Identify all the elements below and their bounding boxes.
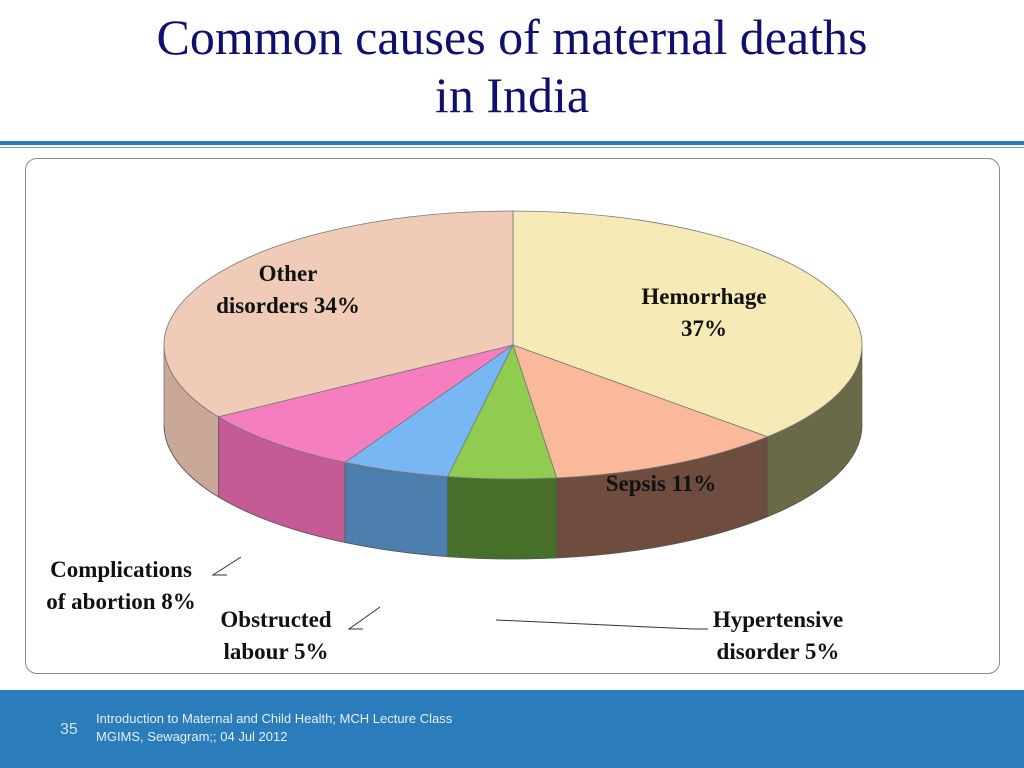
slide-number: 35 bbox=[60, 721, 78, 738]
pie-slice-complications-of-abortion bbox=[217, 344, 514, 463]
pie-rim bbox=[163, 424, 863, 560]
leader-line-complications-of-abortion bbox=[211, 556, 242, 576]
pie-sides bbox=[163, 344, 863, 560]
leader-line-hypertensive-disorder bbox=[495, 619, 708, 630]
pie-label-other-disorders: Other disorders 34% bbox=[216, 261, 360, 318]
pie-side-obstructed-labour bbox=[344, 462, 448, 557]
title-divider bbox=[0, 141, 1024, 145]
pie-label-hemorrhage: Hemorrhage 37% bbox=[641, 284, 766, 341]
footer-line-2: MGIMS, Sewagram;; 04 Jul 2012 bbox=[96, 729, 288, 744]
title-line-1: Common causes of maternal deaths bbox=[156, 9, 868, 65]
pie-labels: Hemorrhage 37% Sepsis 11% Hypertensive disor… bbox=[46, 261, 843, 664]
pie-slices bbox=[163, 210, 863, 480]
pie-slice-sepsis bbox=[512, 344, 769, 479]
footer-bar: 35 Introduction to Maternal and Child He… bbox=[0, 690, 1024, 768]
chart-frame: Hemorrhage 37% Sepsis 11% Hypertensive disor… bbox=[25, 158, 1000, 674]
footer-text: Introduction to Maternal and Child Healt… bbox=[96, 710, 452, 746]
pie-label-hypertensive-disorder: Hypertensive disorder 5% bbox=[713, 607, 843, 664]
title-divider-thin bbox=[0, 147, 1024, 148]
pie-label-obstructed-labour: Obstructed labour 5% bbox=[220, 607, 331, 664]
leader-line-obstructed-labour bbox=[347, 606, 381, 630]
pie-slice-other-disorders bbox=[163, 210, 514, 418]
pie-leader-lines bbox=[211, 556, 708, 630]
pie-slice-hemorrhage bbox=[512, 210, 863, 438]
page-title: Common causes of maternal deaths in Indi… bbox=[0, 8, 1024, 124]
pie-label-complications-of-abortion: Complications of abortion 8% bbox=[46, 557, 196, 614]
pie-chart: Hemorrhage 37% Sepsis 11% Hypertensive disor… bbox=[46, 210, 863, 664]
pie-label-sepsis: Sepsis 11% bbox=[606, 471, 717, 496]
title-line-2: in India bbox=[434, 67, 590, 123]
pie-side-hypertensive-disorder bbox=[447, 476, 558, 560]
footer-line-1: Introduction to Maternal and Child Healt… bbox=[96, 711, 453, 726]
